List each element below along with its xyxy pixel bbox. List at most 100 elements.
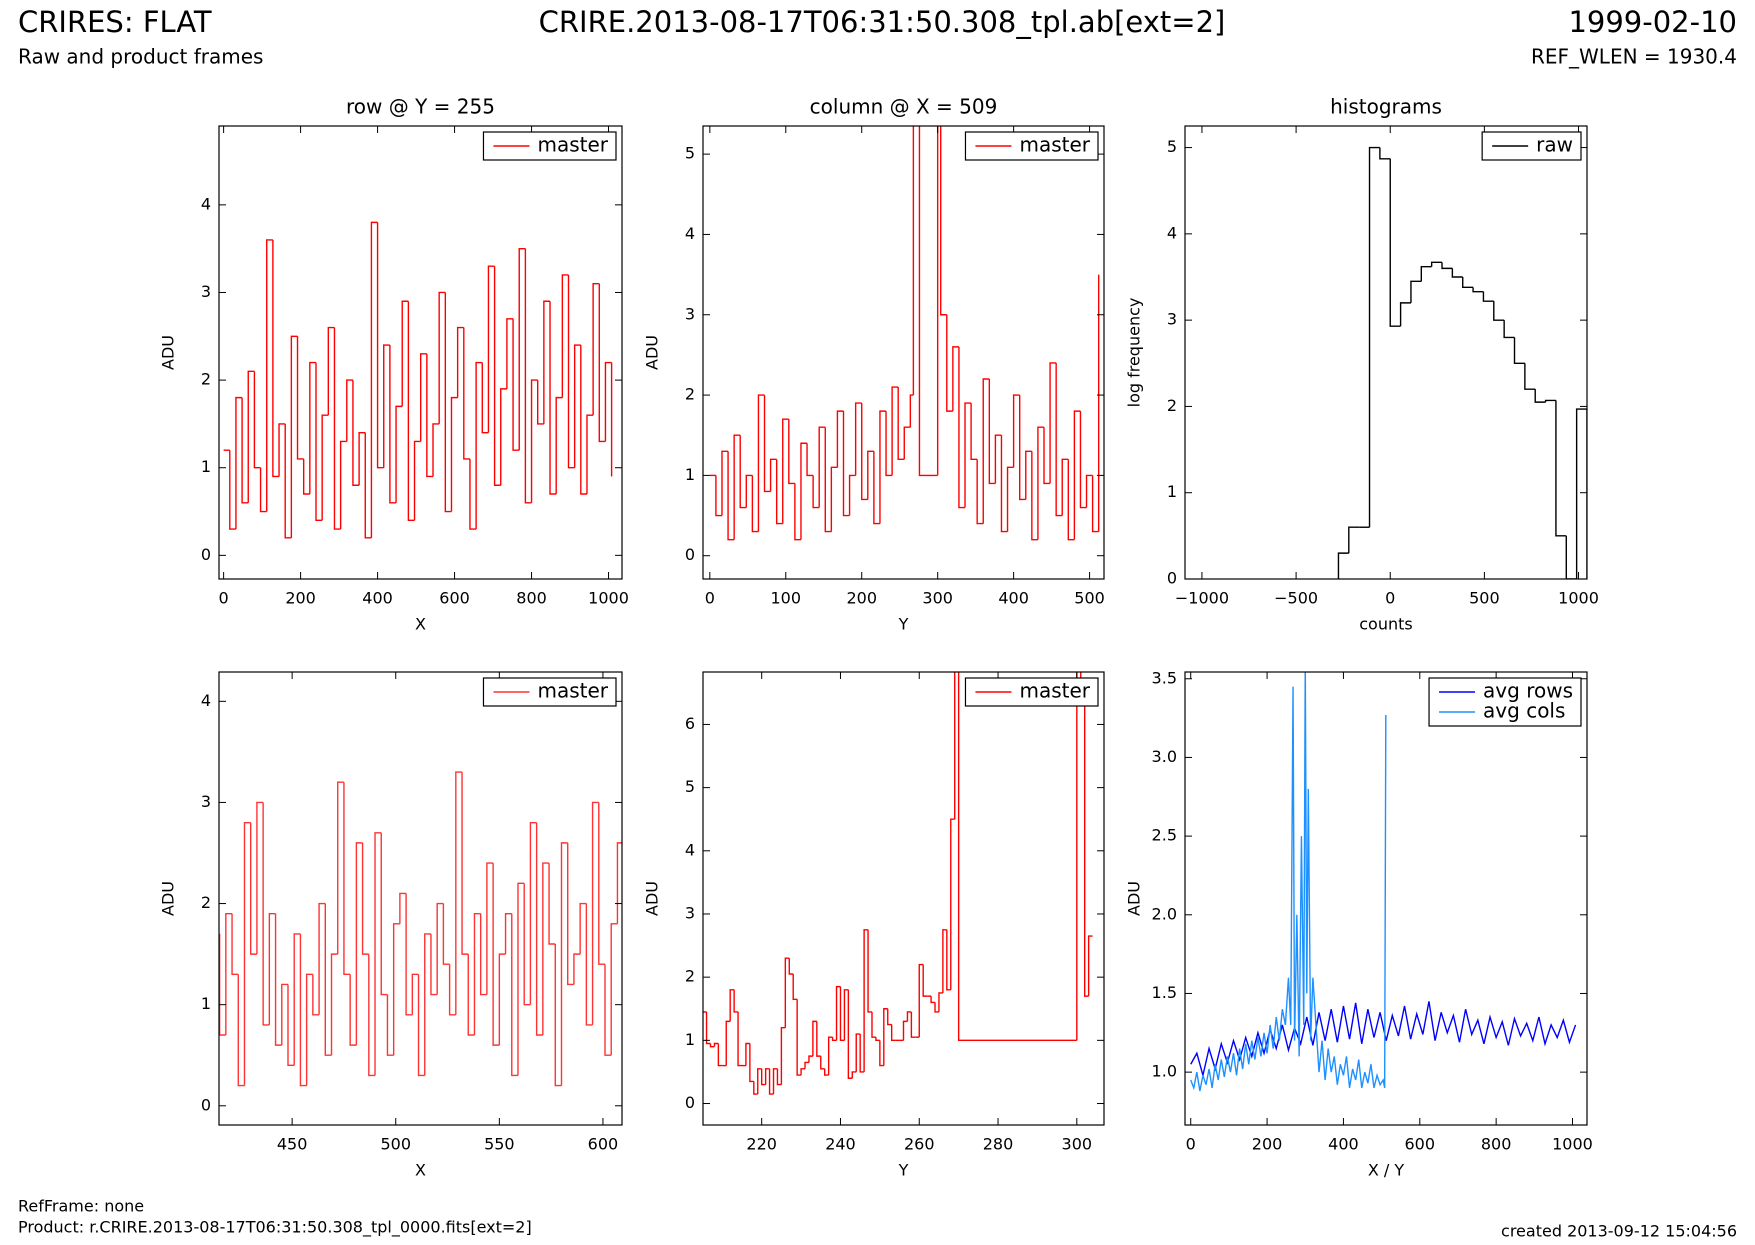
- step: [278, 423, 286, 477]
- y-axis-label: ADU: [643, 335, 662, 370]
- x-axis-label: X: [415, 1161, 426, 1180]
- step: [413, 440, 421, 521]
- step: [946, 314, 953, 412]
- step: [950, 818, 955, 990]
- step: [405, 893, 413, 1016]
- step: [812, 1020, 817, 1057]
- step: [912, 126, 915, 396]
- histogram-bin: [1565, 535, 1577, 579]
- y-tick-label: 2: [1167, 396, 1177, 415]
- step: [580, 345, 587, 495]
- axes-frame: [1184, 125, 1588, 580]
- step: [305, 973, 313, 1086]
- step: [1076, 672, 1078, 1041]
- step: [219, 933, 226, 1036]
- step: [867, 450, 874, 500]
- step: [1055, 362, 1063, 517]
- step: [749, 1043, 754, 1083]
- step: [918, 126, 938, 477]
- y-tick-label: 1.5: [1152, 983, 1177, 1002]
- step: [327, 326, 335, 416]
- step: [555, 396, 563, 495]
- x-tick-label: 500: [1469, 589, 1500, 608]
- step: [461, 772, 469, 955]
- step: [946, 929, 951, 991]
- step: [954, 672, 956, 820]
- panel-title: column @ X = 509: [810, 95, 998, 119]
- step: [299, 933, 307, 1087]
- y-tick-label: 3: [685, 304, 695, 323]
- step: [717, 1043, 723, 1067]
- plot-area: [1337, 146, 1587, 579]
- legend: master: [964, 677, 1099, 707]
- step: [302, 458, 310, 495]
- step: [1037, 426, 1044, 540]
- step: [417, 974, 425, 1077]
- y-axis-label: ADU: [1125, 881, 1144, 916]
- y-tick-label: 3.0: [1152, 747, 1177, 766]
- step: [500, 388, 507, 486]
- step: [259, 467, 267, 513]
- step: [281, 983, 288, 1046]
- step: [788, 419, 795, 485]
- date: 1999-02-10: [1568, 5, 1737, 39]
- step: [560, 842, 568, 1086]
- histogram-bin: [1410, 280, 1422, 303]
- page-title: CRIRES: FLAT: [18, 5, 212, 39]
- step: [1000, 435, 1008, 533]
- x-tick-label: −500: [1274, 589, 1318, 608]
- histogram-bin: [1420, 265, 1432, 282]
- step: [370, 221, 378, 538]
- step: [843, 989, 849, 1041]
- step: [964, 402, 972, 508]
- y-tick-label: 3.5: [1152, 668, 1177, 687]
- y-tick-label: 3: [685, 903, 695, 922]
- legend-label: master: [1019, 133, 1090, 157]
- step: [772, 1068, 778, 1095]
- histogram-bin: [1503, 320, 1515, 339]
- step: [808, 1055, 813, 1063]
- step: [487, 265, 495, 433]
- x-tick-label: −1000: [1175, 589, 1229, 608]
- step: [897, 387, 905, 461]
- step: [530, 379, 538, 503]
- step: [380, 832, 388, 996]
- y-tick-label: 1: [201, 457, 211, 476]
- step: [875, 1037, 880, 1042]
- step: [757, 394, 765, 532]
- line: [1190, 672, 1387, 1092]
- step: [318, 902, 326, 1015]
- step: [885, 411, 893, 477]
- y-tick-label: 0: [201, 545, 211, 564]
- step: [253, 371, 261, 469]
- step: [910, 1011, 916, 1038]
- step: [938, 992, 943, 1012]
- plot-area: [1190, 672, 1577, 1092]
- step: [262, 802, 270, 1026]
- x-tick-label: 550: [484, 1135, 515, 1154]
- step: [1049, 362, 1057, 484]
- step: [604, 361, 612, 442]
- step: [776, 1068, 782, 1086]
- step: [957, 672, 1077, 1042]
- y-tick-label: 2.0: [1152, 904, 1177, 923]
- step: [727, 451, 735, 541]
- step: [976, 459, 984, 525]
- step: [235, 396, 243, 530]
- x-axis-label: counts: [1359, 615, 1412, 634]
- step: [760, 1068, 766, 1086]
- step: [296, 336, 304, 460]
- step: [782, 418, 789, 524]
- step: [788, 958, 794, 975]
- step: [389, 345, 397, 504]
- step: [604, 964, 612, 1056]
- step: [1087, 935, 1093, 997]
- step: [548, 863, 556, 945]
- step: [1073, 410, 1081, 540]
- step: [818, 426, 826, 508]
- x-axis-label: Y: [898, 615, 909, 634]
- y-tick-label: 1: [685, 465, 695, 484]
- ref-frame: RefFrame: none: [18, 1197, 144, 1216]
- histogram-bin: [1451, 268, 1463, 278]
- step: [518, 247, 526, 451]
